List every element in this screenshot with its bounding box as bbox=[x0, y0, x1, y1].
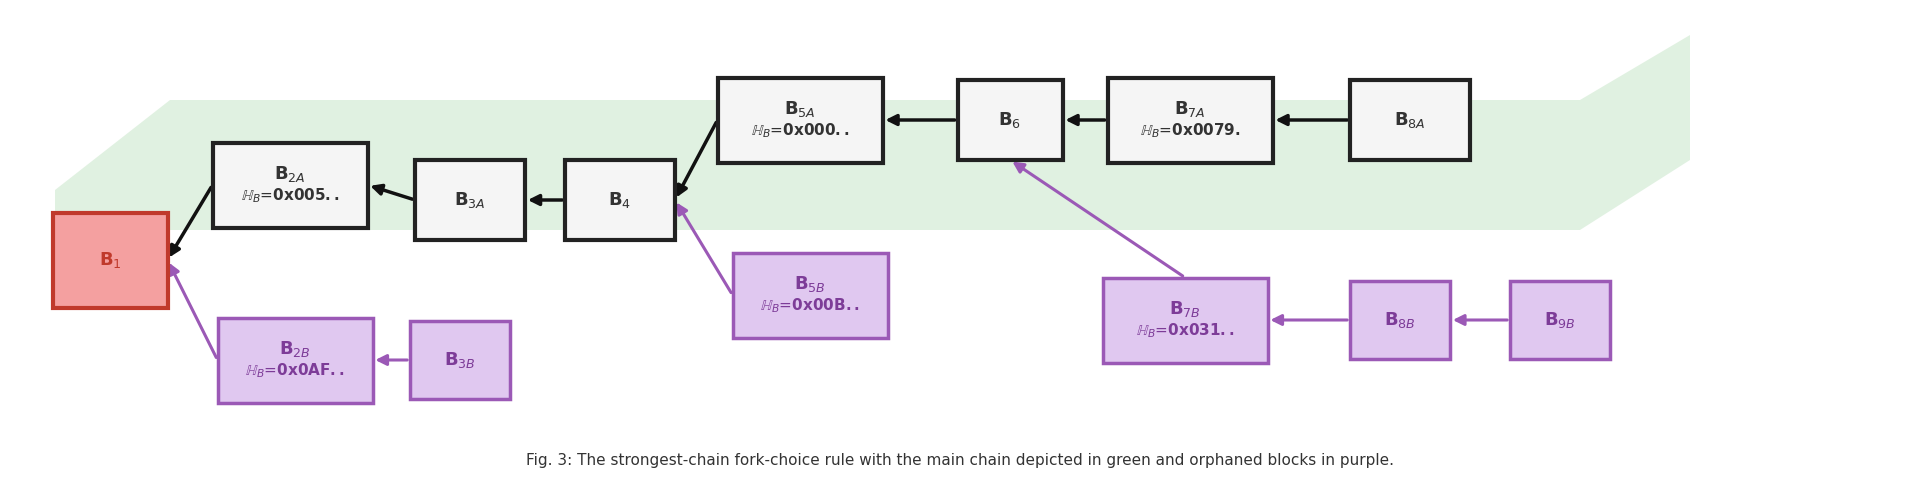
Text: $\mathbf{B}_{4}$: $\mathbf{B}_{4}$ bbox=[609, 190, 632, 210]
FancyBboxPatch shape bbox=[1350, 80, 1471, 160]
Text: $\mathbb{H}_{B}$=$\mathbf{0x0079.}$: $\mathbb{H}_{B}$=$\mathbf{0x0079.}$ bbox=[1140, 122, 1240, 140]
Text: $\mathbf{B}_{2A}$: $\mathbf{B}_{2A}$ bbox=[275, 164, 305, 184]
FancyBboxPatch shape bbox=[411, 321, 511, 399]
Text: $\mathbf{B}_{5A}$: $\mathbf{B}_{5A}$ bbox=[783, 99, 816, 119]
Polygon shape bbox=[56, 35, 1690, 300]
FancyBboxPatch shape bbox=[1102, 277, 1267, 363]
Text: $\mathbf{B}_{7B}$: $\mathbf{B}_{7B}$ bbox=[1169, 299, 1200, 319]
Text: $\mathbf{B}_{8A}$: $\mathbf{B}_{8A}$ bbox=[1394, 110, 1427, 130]
Text: $\mathbf{B}_{8B}$: $\mathbf{B}_{8B}$ bbox=[1384, 310, 1415, 330]
Text: $\mathbf{B}_{7A}$: $\mathbf{B}_{7A}$ bbox=[1175, 99, 1206, 119]
Text: Fig. 3: The strongest-chain fork-choice rule with the main chain depicted in gre: Fig. 3: The strongest-chain fork-choice … bbox=[526, 454, 1394, 468]
FancyBboxPatch shape bbox=[52, 213, 167, 308]
Text: $\mathbf{B}_{1}$: $\mathbf{B}_{1}$ bbox=[98, 250, 121, 270]
Text: $\mathbf{B}_{3A}$: $\mathbf{B}_{3A}$ bbox=[455, 190, 486, 210]
Text: $\mathbf{B}_{3B}$: $\mathbf{B}_{3B}$ bbox=[444, 350, 476, 370]
Text: $\mathbf{B}_{5B}$: $\mathbf{B}_{5B}$ bbox=[795, 274, 826, 294]
Text: $\mathbb{H}_{B}$=$\mathbf{0x031..}$: $\mathbb{H}_{B}$=$\mathbf{0x031..}$ bbox=[1135, 322, 1235, 341]
FancyBboxPatch shape bbox=[1509, 281, 1611, 359]
Text: $\mathbf{B}_{6}$: $\mathbf{B}_{6}$ bbox=[998, 110, 1021, 130]
FancyBboxPatch shape bbox=[718, 78, 883, 162]
Text: $\mathbf{B}_{9B}$: $\mathbf{B}_{9B}$ bbox=[1544, 310, 1576, 330]
FancyBboxPatch shape bbox=[1350, 281, 1450, 359]
FancyBboxPatch shape bbox=[564, 160, 676, 240]
FancyBboxPatch shape bbox=[958, 80, 1062, 160]
Text: $\mathbb{H}_{B}$=$\mathbf{0x00B..}$: $\mathbb{H}_{B}$=$\mathbf{0x00B..}$ bbox=[760, 297, 860, 315]
FancyBboxPatch shape bbox=[1108, 78, 1273, 162]
FancyBboxPatch shape bbox=[217, 318, 372, 402]
Text: $\mathbb{H}_{B}$=$\mathbf{0x000..}$: $\mathbb{H}_{B}$=$\mathbf{0x000..}$ bbox=[751, 122, 849, 140]
Text: $\mathbf{B}_{2B}$: $\mathbf{B}_{2B}$ bbox=[278, 339, 311, 359]
Text: $\mathbb{H}_{B}$=$\mathbf{0x0AF..}$: $\mathbb{H}_{B}$=$\mathbf{0x0AF..}$ bbox=[246, 362, 346, 380]
FancyBboxPatch shape bbox=[733, 252, 887, 338]
FancyBboxPatch shape bbox=[415, 160, 524, 240]
FancyBboxPatch shape bbox=[213, 142, 367, 228]
Text: $\mathbb{H}_{B}$=$\mathbf{0x005..}$: $\mathbb{H}_{B}$=$\mathbf{0x005..}$ bbox=[240, 187, 340, 205]
